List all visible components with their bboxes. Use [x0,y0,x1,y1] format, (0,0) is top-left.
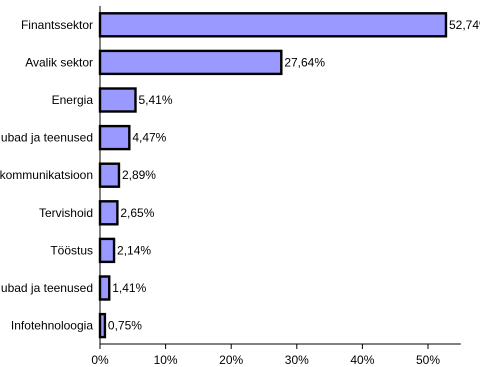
value-label-6: 2,14% [117,243,151,257]
value-label-4: 2,89% [122,168,156,182]
value-label-2: 5,41% [138,93,172,107]
value-label-3: 4,47% [132,131,166,145]
x-tick-label-3: 30% [285,353,309,367]
x-tick-label-5: 50% [416,353,440,367]
category-label-3: ubad ja teenused [1,131,93,145]
bar-7 [98,275,111,301]
category-label-2: Energia [52,93,94,107]
bar-0 [98,12,448,38]
bar-4 [98,162,121,188]
category-label-0: Finantssektor [21,18,93,32]
bar-1 [98,49,283,76]
bar-2 [98,87,137,113]
category-label-4: kommunikatsioon [0,168,93,182]
value-label-8: 0,75% [108,319,142,333]
bar-5 [98,200,119,226]
bar-6 [98,237,116,264]
bars-layer [98,12,448,339]
x-tick-label-4: 40% [350,353,374,367]
category-label-6: Tööstus [50,243,93,257]
category-label-8: Infotehnoloogia [11,319,93,333]
category-label-1: Avalik sektor [25,55,93,69]
value-label-0: 52,74% [449,18,480,32]
value-label-1: 27,64% [284,55,325,69]
category-label-7: ubad ja teenused [1,281,93,295]
category-label-5: Tervishoid [39,206,93,220]
bar-3 [98,124,131,151]
x-tick-label-1: 10% [154,353,178,367]
x-tick-label-2: 20% [219,353,243,367]
x-tick-label-0: 0% [91,353,109,367]
labels-layer: Finantssektor 52,74% Avalik sektor 27,64% En… [0,18,480,333]
value-label-7: 1,41% [112,281,146,295]
axis-layer: 0% 10% 20% 30% 40% 50% [91,6,461,367]
value-label-5: 2,65% [120,206,154,220]
bar-8 [98,312,107,339]
